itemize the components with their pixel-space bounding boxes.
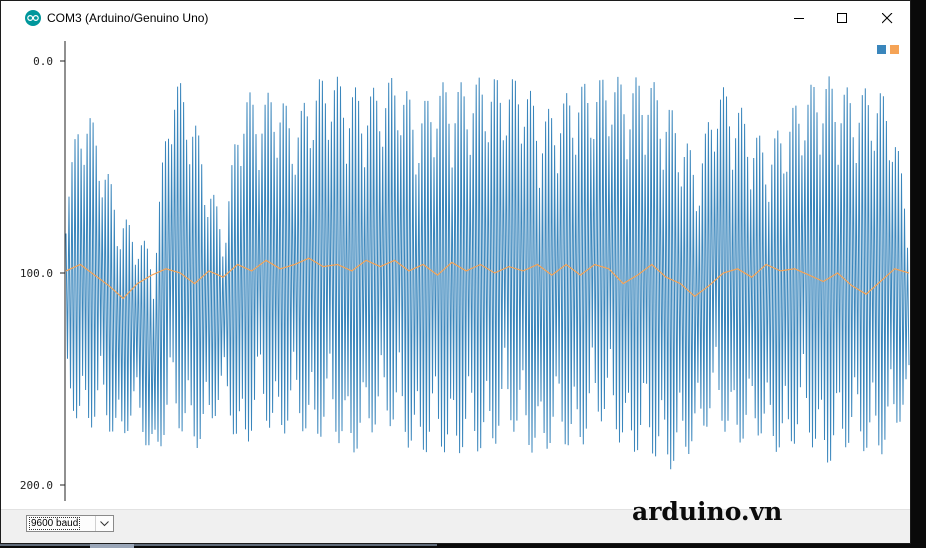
y-tick-label: 0.0 bbox=[33, 55, 53, 68]
serial-plot-chart: 200.0 100.0 0.0 bbox=[20, 41, 910, 501]
plot-area: 200.0 100.0 0.0 bbox=[1, 35, 910, 509]
watermark-text: arduino.vn bbox=[632, 497, 783, 526]
maximize-icon bbox=[836, 12, 847, 23]
arduino-logo-icon bbox=[25, 10, 41, 26]
minimize-icon bbox=[793, 17, 804, 19]
baud-rate-select[interactable]: 9600 baud bbox=[26, 515, 114, 532]
taskbar-item bbox=[90, 544, 134, 548]
close-button[interactable] bbox=[864, 1, 910, 35]
window-title: COM3 (Arduino/Genuino Uno) bbox=[47, 11, 209, 25]
baud-rate-value: 9600 baud bbox=[29, 517, 81, 530]
bottom-toolbar: 9600 baud bbox=[1, 509, 910, 543]
chevron-down-icon[interactable] bbox=[95, 516, 113, 531]
series-2-line bbox=[65, 257, 910, 300]
y-tick-label: 200.0 bbox=[20, 479, 53, 492]
y-tick-label: 100.0 bbox=[20, 267, 53, 280]
legend-swatch-2 bbox=[890, 45, 899, 54]
legend-swatch-1 bbox=[877, 45, 886, 54]
maximize-button[interactable] bbox=[819, 1, 865, 35]
series-1-line bbox=[65, 76, 910, 470]
title-bar[interactable]: COM3 (Arduino/Genuino Uno) bbox=[1, 1, 910, 35]
minimize-button[interactable] bbox=[776, 1, 822, 35]
taskbar-edge bbox=[0, 544, 437, 546]
serial-plotter-window: COM3 (Arduino/Genuino Uno) 200.0 100.0 0.0 bbox=[0, 0, 911, 544]
close-icon bbox=[881, 12, 892, 23]
